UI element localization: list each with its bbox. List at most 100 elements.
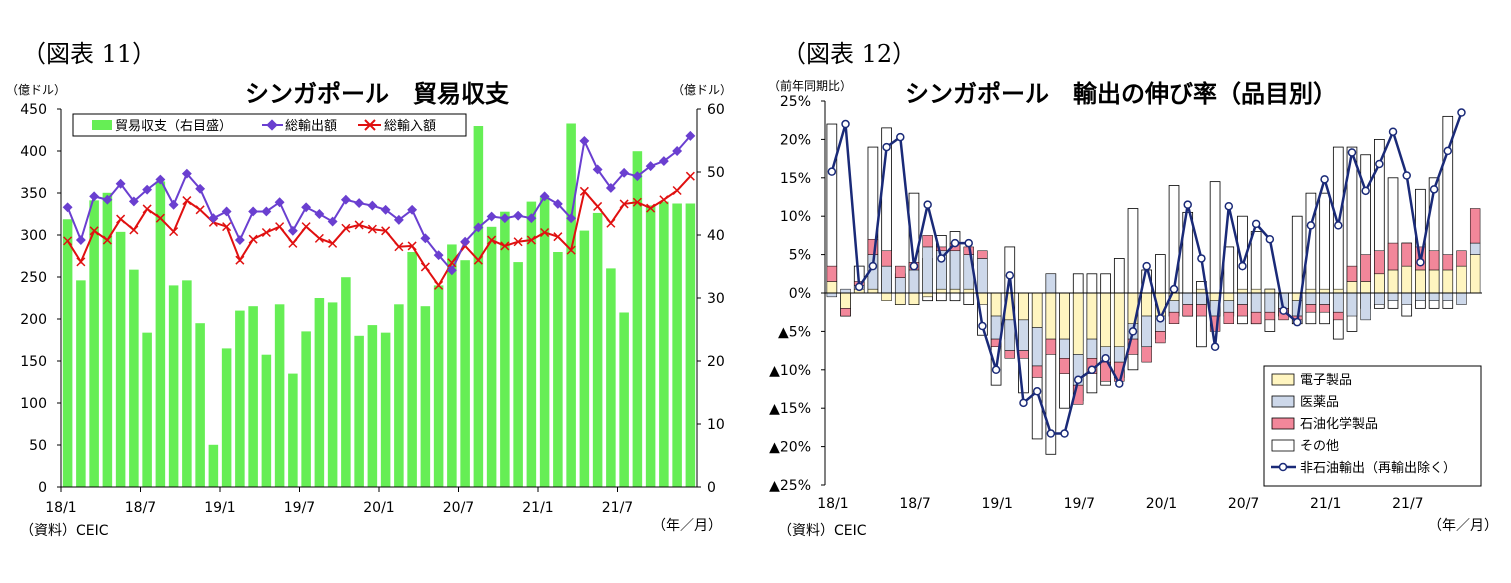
fig12-petrochem-bar <box>1209 315 1221 332</box>
fig11-imports-point <box>566 245 576 255</box>
fig12-electronics-bar <box>1114 292 1125 348</box>
fig11-imports-point <box>301 222 311 232</box>
fig11-imports-point <box>540 227 550 238</box>
fig11-right-unit: （億ドル） <box>672 83 732 97</box>
fig11-balance-bar <box>102 192 113 488</box>
fig11-exports-point <box>89 191 100 202</box>
fig11-balance-bar <box>62 219 73 487</box>
fig12-petrochem-bar <box>1168 311 1180 324</box>
fig12-legend-total-marker <box>1278 462 1288 472</box>
fig12-total-point <box>1429 185 1439 194</box>
fig11-balance-bar <box>566 123 576 488</box>
fig12-electronics-bar <box>1305 288 1317 294</box>
fig11-imports-point <box>328 238 338 248</box>
fig12-petrochem-bar <box>1182 304 1193 317</box>
fig12-electronics-bar <box>990 292 1002 317</box>
fig11-left-tick-label: 350 <box>20 186 47 202</box>
fig12-pharma-bar <box>1401 292 1412 305</box>
fig11-exports-point <box>579 135 590 146</box>
fig12-electronics-bar <box>1319 288 1330 294</box>
fig12-total-point <box>1238 261 1247 271</box>
fig11-balance-bar <box>261 354 272 487</box>
fig12-pharma-bar <box>1374 292 1385 305</box>
fig12-total-point <box>1224 201 1234 211</box>
fig11-x-tick-label: 20/7 <box>443 500 474 516</box>
fig12-legend-other-swatch <box>1271 439 1295 452</box>
fig11-balance-bar <box>672 203 682 487</box>
fig12-other-bar <box>1442 115 1454 309</box>
fig12-total-point <box>909 261 919 271</box>
fig12-petrochem-bar <box>1333 311 1344 321</box>
fig12-total-point <box>1388 127 1398 136</box>
fig12-y-tick-label: 10% <box>780 209 811 225</box>
fig11-right-tick-label: 0 <box>707 480 716 496</box>
fig11-exports-point <box>619 167 630 178</box>
fig12-electronics-bar <box>936 288 947 294</box>
fig12-petrochem-bar <box>1346 265 1358 282</box>
fig11-legend-exports: 総輸出額 <box>285 119 337 134</box>
fig12-total-point <box>937 254 946 263</box>
fig11-imports-point <box>500 241 510 251</box>
fig12-pharma-bar <box>881 265 892 294</box>
fig11-exports-point <box>354 198 365 209</box>
fig11-right-axis-ticks: 0 10 20 30 40 50 60 <box>697 102 725 496</box>
fig11-balance-bar <box>341 277 351 487</box>
fig12-petrochem-bar <box>977 250 988 259</box>
fig12-y-tick-label: ▲15% <box>769 401 811 417</box>
fig11-exports-point <box>393 214 404 225</box>
fig11-imports-point <box>447 258 457 268</box>
fig12-legend-electronics-swatch <box>1271 373 1295 386</box>
fig11-exports-point <box>340 194 351 205</box>
fig12-electronics-bar <box>908 292 920 305</box>
fig12-pharma-bar <box>1305 292 1317 305</box>
fig12-x-tick-label: 18/1 <box>817 496 848 512</box>
fig12-electronics-bar <box>1073 292 1084 355</box>
fig11-imports-point <box>659 195 669 205</box>
fig12-legend-box <box>1263 365 1482 487</box>
fig11-imports-point <box>275 222 285 232</box>
fig12-electronics-bar <box>895 292 906 305</box>
fig12-petrochem-bar <box>1319 304 1330 313</box>
fig11-exports-point <box>460 236 471 247</box>
fig12-other-bar <box>1127 208 1139 371</box>
fig12-legend-pharma-swatch <box>1271 395 1295 408</box>
fig11-imports-point <box>619 199 629 209</box>
fig12-petrochem-bar <box>1264 311 1276 321</box>
fig12-petrochem-bar <box>1223 311 1234 324</box>
fig12-y-tick-label: 15% <box>780 171 811 187</box>
fig12-electronics-bar <box>1401 265 1412 294</box>
fig11-imports-point <box>420 262 430 272</box>
fig12-pharma-bar <box>1442 292 1453 301</box>
fig12-pharma-bar <box>1004 319 1015 351</box>
fig12-electronics-bar <box>881 292 892 301</box>
fig12-total-point <box>1128 327 1138 336</box>
fig11-balance-bar <box>301 331 311 487</box>
fig11-balance-bar <box>208 444 219 487</box>
fig12-total-point <box>1334 221 1343 230</box>
fig12-other-bar <box>1332 146 1344 340</box>
fig11-x-tick-label: 20/1 <box>363 500 394 516</box>
fig12-petrochem-bar <box>1456 250 1467 267</box>
fig11-balance-bar <box>221 348 232 487</box>
fig12-electronics-bar <box>1223 292 1234 301</box>
fig12-pharma-bar <box>1168 300 1180 313</box>
fig11-balance-bar <box>195 323 205 487</box>
fig11-imports-point <box>513 237 523 247</box>
fig12-total-point <box>1320 175 1329 184</box>
fig12-x-tick-label: 21/7 <box>1392 496 1423 512</box>
fig11-imports-point <box>155 213 165 223</box>
fig12-electronics-bar <box>922 292 933 298</box>
fig11-balance-bar <box>380 332 391 487</box>
fig12-pharma-bar <box>1415 292 1426 301</box>
fig11-balance-bar <box>235 310 245 487</box>
fig11-exports-point <box>513 210 524 221</box>
fig11-balance-bar <box>288 373 298 487</box>
fig12-total-point <box>1005 271 1015 280</box>
fig12-total-point <box>1210 342 1220 352</box>
fig11-exports-point <box>380 204 391 215</box>
fig11-legend-balance: 貿易収支（右目盛） <box>115 119 232 134</box>
fig12-petrochem-bar <box>1141 346 1152 363</box>
fig11-imports-point <box>89 226 99 236</box>
fig11-exports-point <box>142 184 153 195</box>
fig12-petrochem-bar <box>1155 331 1166 344</box>
